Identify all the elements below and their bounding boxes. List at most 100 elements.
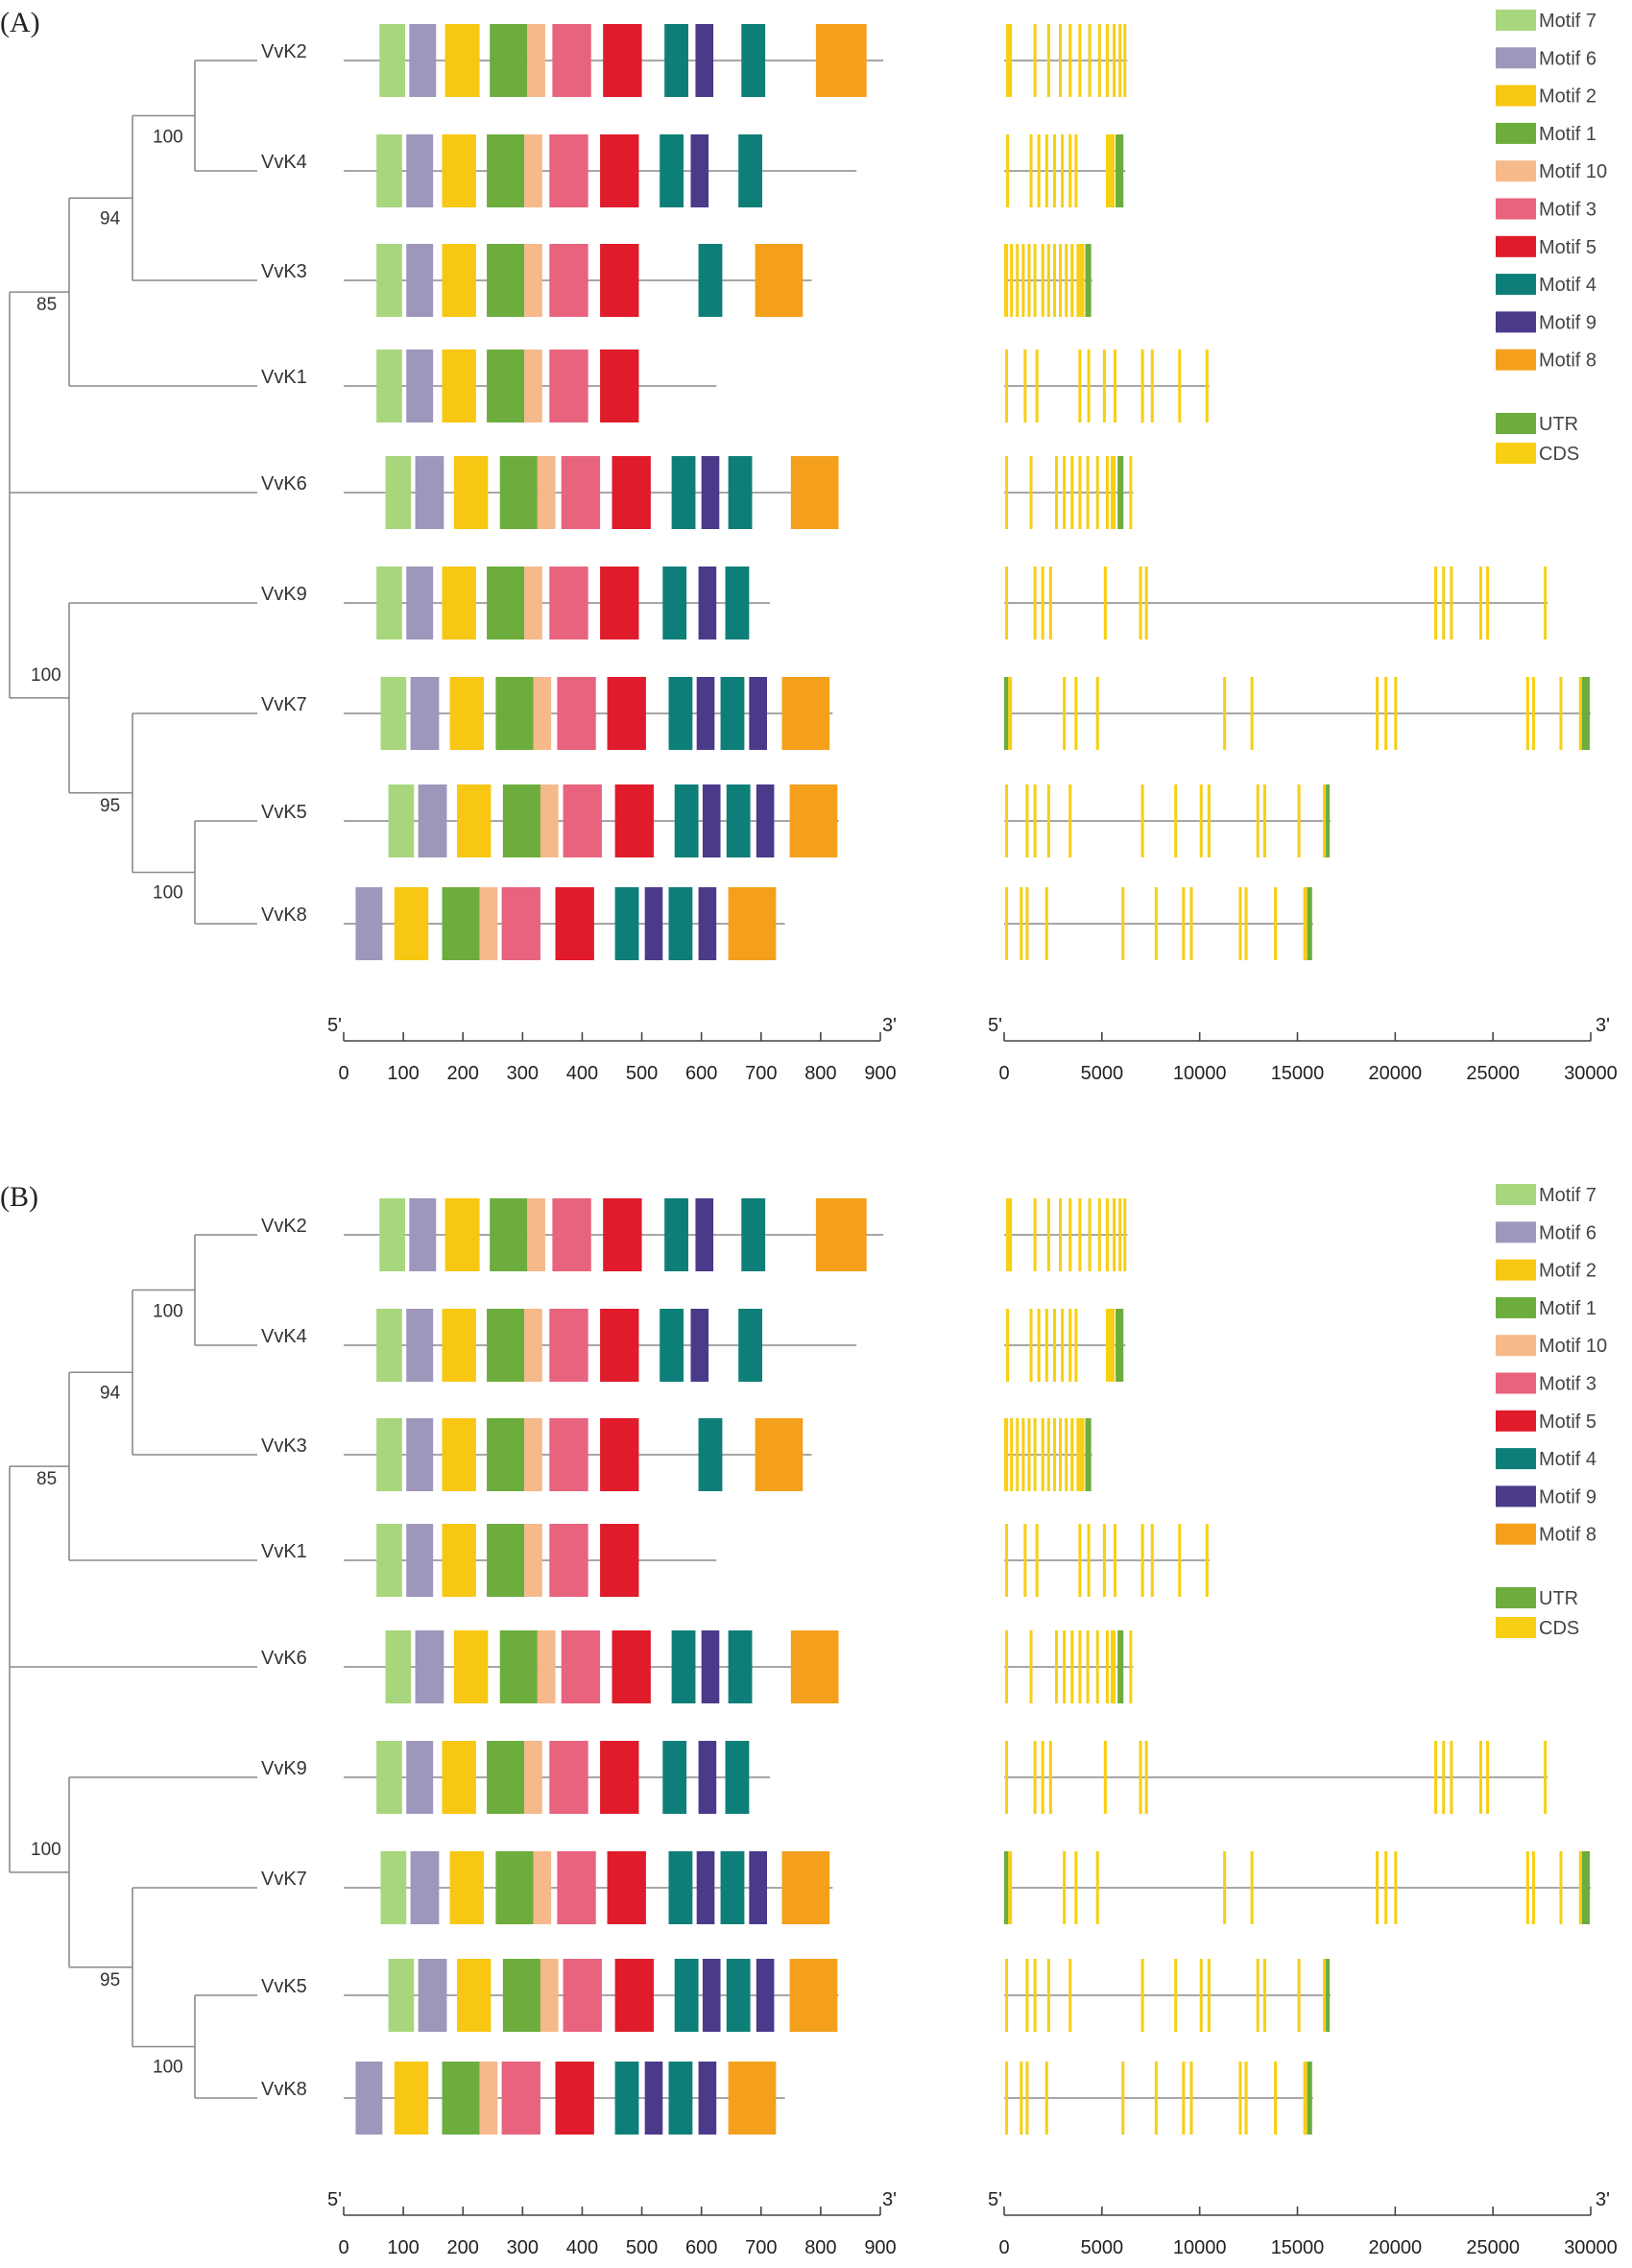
legend-swatch-motif-9 xyxy=(1496,1485,1536,1508)
gene-structure-vvk3 xyxy=(1004,1418,1092,1491)
cds-exon xyxy=(1105,456,1109,529)
bootstrap-value: 95 xyxy=(100,1970,120,1991)
gene-label-vvk4: VvK4 xyxy=(261,152,307,173)
gene-structure-vvk8 xyxy=(1004,2062,1313,2135)
legend-swatch-motif-8 xyxy=(1496,349,1536,371)
cds-exon xyxy=(1052,134,1056,207)
motif-box-motif-10 xyxy=(540,784,559,857)
motif-box-motif-7 xyxy=(376,1524,402,1597)
axis-tick-label: 25000 xyxy=(1466,1063,1520,1084)
cds-exon xyxy=(1139,567,1142,639)
motif-box-motif-6 xyxy=(409,24,437,97)
motif-box-motif-1 xyxy=(487,350,525,422)
motif-box-motif-9 xyxy=(701,456,720,529)
cds-exon xyxy=(1029,1309,1033,1382)
axis-tick-label: 600 xyxy=(685,2237,717,2258)
cds-exon xyxy=(1578,1851,1582,1924)
cds-exon xyxy=(1394,1851,1398,1924)
cds-exon xyxy=(1078,456,1082,529)
motif-box-motif-6 xyxy=(406,350,434,422)
motif-box-motif-9 xyxy=(698,567,717,639)
cds-exon xyxy=(1086,456,1090,529)
gene-label-vvk3: VvK3 xyxy=(261,261,307,282)
cds-exon xyxy=(1029,456,1033,529)
motif-box-motif-1 xyxy=(487,134,525,207)
legend-swatch-motif-6 xyxy=(1496,1221,1536,1243)
axis-tick-label: 30000 xyxy=(1564,1063,1618,1084)
cds-exon xyxy=(1244,2062,1248,2135)
cds-exon xyxy=(1004,244,1009,317)
axis-tick-label: 300 xyxy=(507,2237,539,2258)
cds-exon xyxy=(1486,1741,1490,1814)
axis-five-prime-label: 5' xyxy=(988,1015,1002,1036)
gene-label-vvk9: VvK9 xyxy=(261,1758,307,1779)
motif-box-motif-2 xyxy=(449,1851,484,1924)
cds-exon xyxy=(1144,1741,1148,1814)
cds-exon xyxy=(1005,1959,1009,2032)
cds-exon xyxy=(1006,1198,1013,1271)
axis-tick-label: 900 xyxy=(864,2237,896,2258)
cds-exon xyxy=(1442,1741,1446,1814)
cds-exon xyxy=(1041,1741,1044,1814)
motif-box-motif-6 xyxy=(409,1198,437,1271)
motif-box-motif-3 xyxy=(549,350,588,422)
motif-box-motif-10 xyxy=(533,677,552,750)
motif-box-motif-9 xyxy=(749,1851,767,1924)
bootstrap-value: 85 xyxy=(36,1469,57,1489)
cds-exon xyxy=(1256,784,1260,857)
motif-box-motif-9 xyxy=(644,887,663,960)
motif-box-motif-4 xyxy=(671,456,696,529)
motif-box-motif-4 xyxy=(674,1959,699,2032)
axis-tick-label: 0 xyxy=(998,1063,1009,1084)
axis-tick-label: 200 xyxy=(447,2237,479,2258)
motif-box-motif-1 xyxy=(495,1851,534,1924)
legend-swatch-motif-4 xyxy=(1496,274,1536,296)
motif-box-motif-4 xyxy=(698,1418,723,1491)
motif-box-motif-1 xyxy=(487,567,525,639)
motif-box-motif-10 xyxy=(479,2062,498,2135)
cds-exon xyxy=(1113,1198,1116,1271)
legend-label-motif-1: Motif 1 xyxy=(1539,124,1596,145)
cds-exon xyxy=(1223,1851,1227,1924)
gene-structure-vvk9 xyxy=(1004,1741,1548,1814)
cds-exon xyxy=(1010,1418,1014,1491)
motif-box-motif-5 xyxy=(600,244,639,317)
legend-swatch-motif-1 xyxy=(1496,1296,1536,1318)
motif-box-motif-4 xyxy=(664,1198,689,1271)
cds-exon xyxy=(1274,2062,1278,2135)
motif-box-motif-6 xyxy=(415,1630,444,1703)
cds-exon xyxy=(1074,134,1078,207)
cds-exon xyxy=(1102,1524,1106,1597)
motif-track-vvk9 xyxy=(344,1741,771,1814)
legend: Motif 7 Motif 6 Motif 2 Motif 1 Motif 10 Moti… xyxy=(1496,10,1607,465)
cds-exon xyxy=(1114,350,1117,422)
cds-exon xyxy=(1005,2062,1009,2135)
gene-structure-vvk6 xyxy=(1004,456,1134,529)
motif-box-motif-7 xyxy=(388,784,415,857)
gene-length-axis: 0 5000 10000 15000 20000 25000 30000 5' 3' xyxy=(988,2189,1618,2258)
legend: Motif 7 Motif 6 Motif 2 Motif 1 Motif 10 Moti… xyxy=(1496,1184,1607,1639)
legend-label-motif-2: Motif 2 xyxy=(1539,86,1596,108)
motif-box-motif-4 xyxy=(720,1851,745,1924)
bootstrap-value: 100 xyxy=(153,1302,183,1322)
motif-box-motif-1 xyxy=(502,1959,540,2032)
motif-box-motif-8 xyxy=(790,456,839,529)
motif-box-motif-3 xyxy=(561,1630,601,1703)
cds-exon xyxy=(1095,677,1099,750)
motif-length-axis: 0 100 200 300 400 500 600 700 800 900 5' 3' xyxy=(327,1015,897,1084)
cds-exon xyxy=(1046,244,1050,317)
cds-exon xyxy=(1046,1198,1050,1271)
motif-tracks xyxy=(344,24,884,960)
cds-exon xyxy=(1123,1198,1127,1271)
cds-exon xyxy=(1478,567,1482,639)
motif-track-vvk1 xyxy=(344,1524,717,1597)
cds-exon xyxy=(1070,1630,1074,1703)
motif-box-motif-10 xyxy=(533,1851,552,1924)
motif-track-vvk9 xyxy=(344,567,771,639)
axis-five-prime-label: 5' xyxy=(988,2189,1002,2210)
legend-label-motif-4: Motif 4 xyxy=(1539,275,1596,296)
cds-exon xyxy=(1076,1418,1085,1491)
cds-exon xyxy=(1544,1741,1548,1814)
cds-exon xyxy=(1088,24,1092,97)
motif-box-motif-4 xyxy=(664,24,689,97)
